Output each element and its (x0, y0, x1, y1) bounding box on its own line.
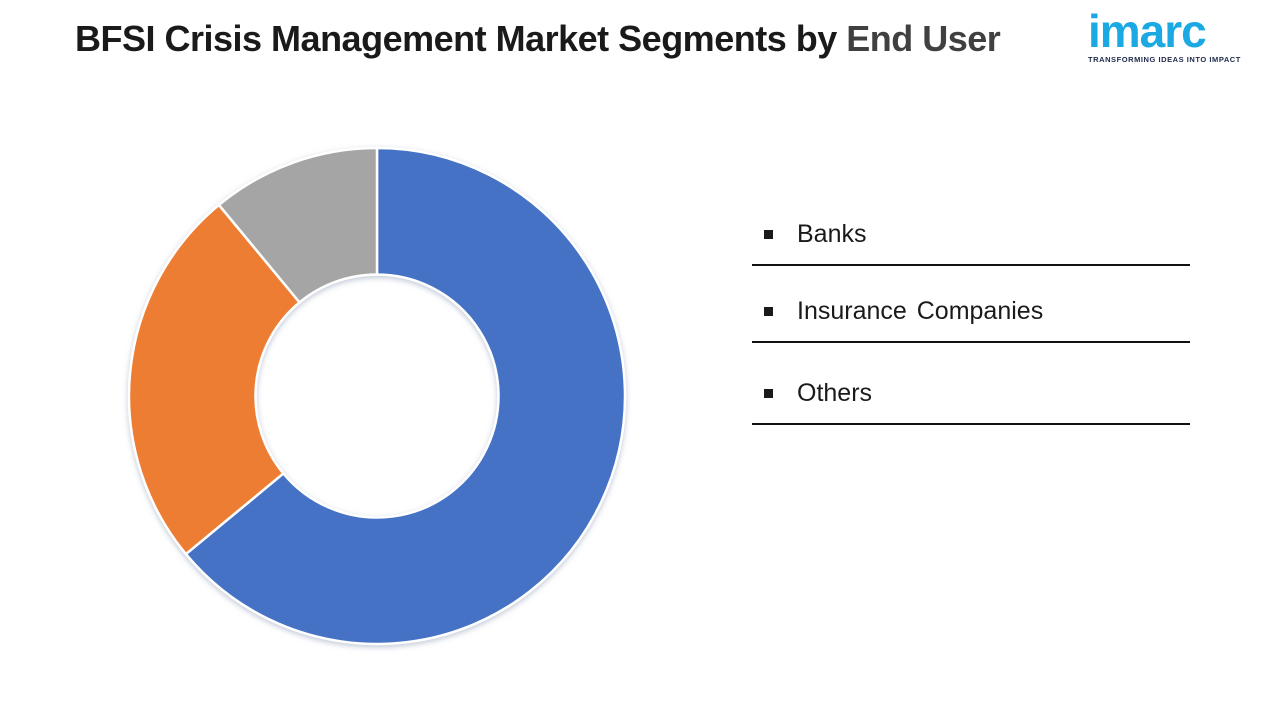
donut-chart (102, 121, 652, 671)
legend-label: Insurance Companies (797, 297, 1044, 325)
imarc-logo-wordmark: imarc (1088, 5, 1207, 57)
legend-item-insurance-companies: Insurance Companies (752, 266, 1190, 343)
legend-item-others: Others (752, 343, 1190, 425)
page-title-highlight: End User (846, 18, 1001, 59)
legend-bullet-square-icon (764, 389, 773, 398)
imarc-logo-tagline: TRANSFORMING IDEAS INTO IMPACT (1088, 55, 1241, 64)
chart-legend: Banks Insurance Companies Others (752, 214, 1190, 425)
legend-label: Banks (797, 220, 867, 248)
legend-bullet-square-icon (764, 230, 773, 239)
donut-slice-banks (184, 146, 627, 646)
legend-bullet-square-icon (764, 307, 773, 316)
legend-item-banks: Banks (752, 214, 1190, 266)
donut-slice-others (217, 146, 379, 304)
page-title-main: BFSI Crisis Management Market Segments b… (75, 18, 847, 59)
donut-slice-insurance-companies (127, 203, 301, 556)
legend-label: Others (797, 379, 873, 407)
page-title: BFSI Crisis Management Market Segments b… (75, 16, 1001, 62)
donut-chart-svg (127, 146, 627, 646)
imarc-logo: imarc TRANSFORMING IDEAS INTO IMPACT (1088, 8, 1260, 64)
